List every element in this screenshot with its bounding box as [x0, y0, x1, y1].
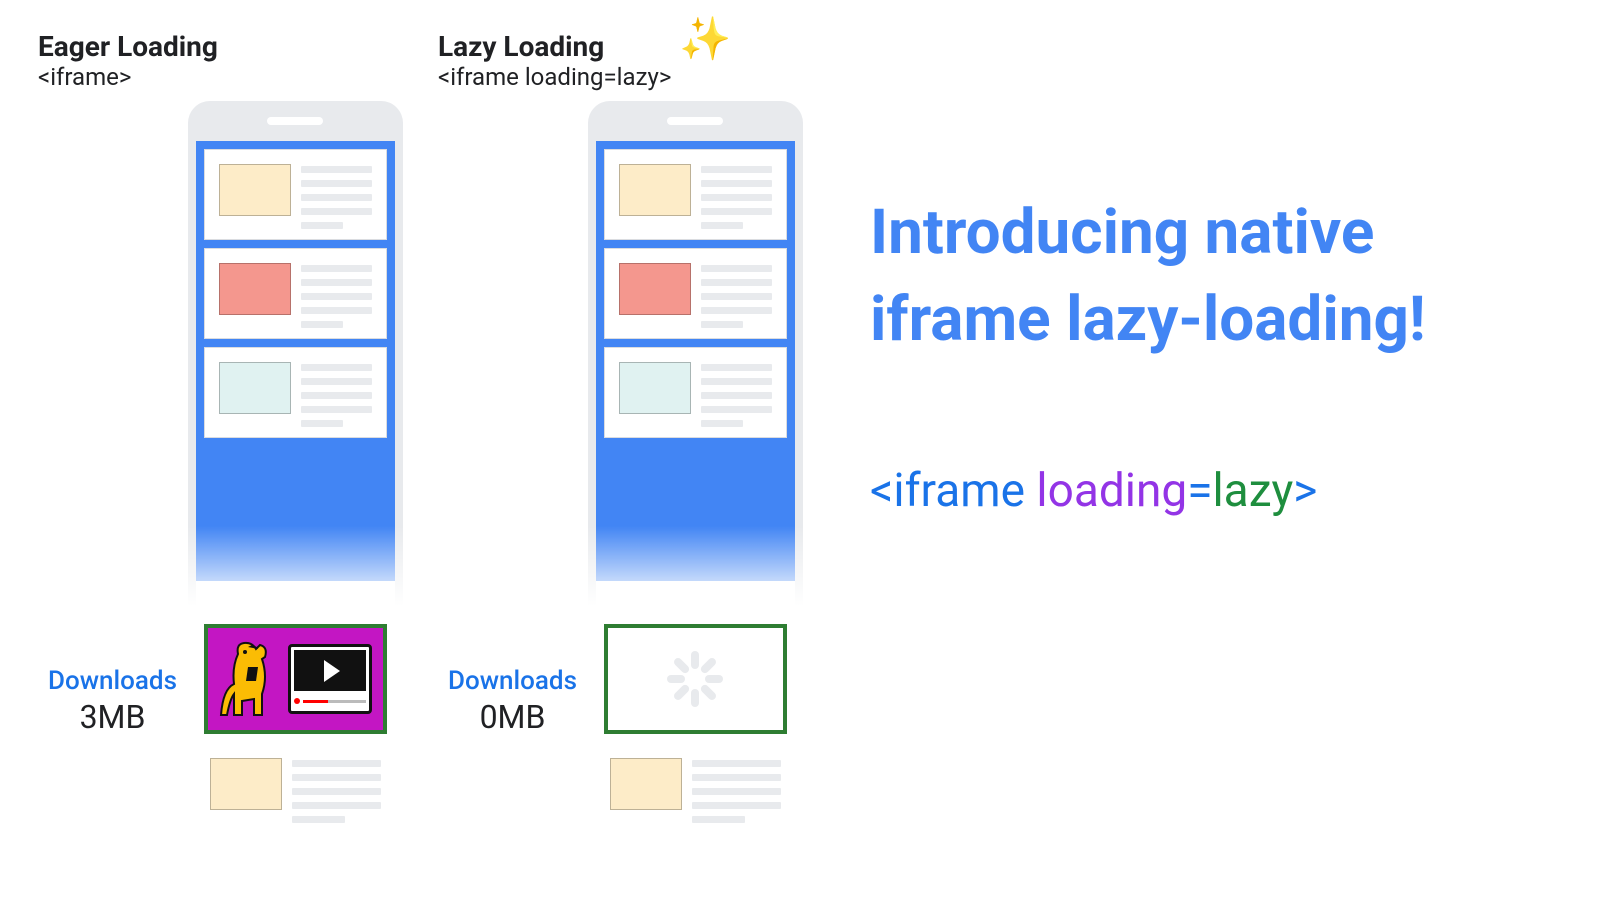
text-lines [701, 362, 772, 427]
code-token: > [1293, 464, 1317, 518]
phone-mockup [588, 101, 803, 833]
code-snippet: <iframe loading=lazy> [870, 464, 1570, 518]
phone-screen [188, 141, 403, 606]
below-fold-content [596, 624, 795, 833]
text-lines [301, 263, 372, 328]
text-lines [301, 164, 372, 229]
code-token: loading [1036, 464, 1187, 518]
thumbnail [619, 263, 691, 315]
phone-bezel-top [588, 101, 803, 141]
sparkles-icon: ✨ [679, 15, 731, 64]
lazy-header: Lazy Loading <iframe loading=lazy> ✨ [438, 30, 671, 91]
phone-screen [588, 141, 803, 606]
lazy-column: Lazy Loading <iframe loading=lazy> ✨ Dow… [430, 30, 810, 919]
eager-title: Eager Loading [38, 30, 218, 63]
downloads-text: Downloads [438, 666, 588, 696]
content-card [196, 744, 395, 833]
text-lines [292, 758, 381, 823]
speaker-slot [267, 117, 323, 125]
content-card [604, 149, 787, 240]
eager-phone-wrap: Downloads 3MB [38, 101, 403, 833]
content-card [596, 744, 795, 833]
play-icon [324, 660, 340, 682]
eager-header: Eager Loading <iframe> [38, 30, 218, 91]
video-player-icon [288, 644, 372, 714]
phone-frame-right [795, 141, 803, 606]
offscreen-iframe [204, 624, 387, 734]
lazy-phone-wrap: Downloads 0MB [438, 101, 803, 833]
lazy-subtitle: <iframe loading=lazy> [438, 63, 671, 91]
viewport-highlight [196, 141, 395, 581]
loading-spinner-icon [667, 651, 723, 707]
content-card [604, 347, 787, 438]
phone-bezel-top [188, 101, 403, 141]
phone-frame-left [188, 141, 196, 606]
text-lines [301, 362, 372, 427]
viewport-highlight [596, 141, 795, 581]
code-token: lazy [1212, 464, 1293, 518]
code-token: <iframe [870, 464, 1036, 518]
content-card [204, 149, 387, 240]
content-card [604, 248, 787, 339]
downloads-size: 0MB [438, 698, 588, 736]
downloads-text: Downloads [38, 666, 188, 696]
downloads-size: 3MB [38, 698, 188, 736]
thumbnail [619, 164, 691, 216]
eager-subtitle: <iframe> [38, 63, 218, 91]
phone-frame-right [395, 141, 403, 606]
content-card [204, 248, 387, 339]
lazy-download-label: Downloads 0MB [438, 666, 588, 736]
text-lines [692, 758, 781, 823]
thumbnail [610, 758, 682, 810]
phone-mockup [188, 101, 403, 833]
text-lines [701, 164, 772, 229]
offscreen-iframe [604, 624, 787, 734]
thumbnail [219, 263, 291, 315]
code-token: = [1187, 464, 1212, 518]
phone-frame-left [588, 141, 596, 606]
headline-text: Introducing native iframe lazy-loading! [870, 190, 1570, 364]
thumbnail [219, 362, 291, 414]
lazy-title: Lazy Loading [438, 30, 671, 63]
thumbnail [619, 362, 691, 414]
headline-section: Introducing native iframe lazy-loading! … [810, 30, 1570, 919]
below-fold-content [196, 624, 395, 833]
eager-download-label: Downloads 3MB [38, 666, 188, 736]
comparison-columns: Eager Loading <iframe> Downloads 3MB [30, 30, 810, 919]
thumbnail [210, 758, 282, 810]
eager-column: Eager Loading <iframe> Downloads 3MB [30, 30, 410, 919]
dog-icon [218, 639, 278, 719]
thumbnail [219, 164, 291, 216]
content-card [204, 347, 387, 438]
speaker-slot [667, 117, 723, 125]
text-lines [701, 263, 772, 328]
